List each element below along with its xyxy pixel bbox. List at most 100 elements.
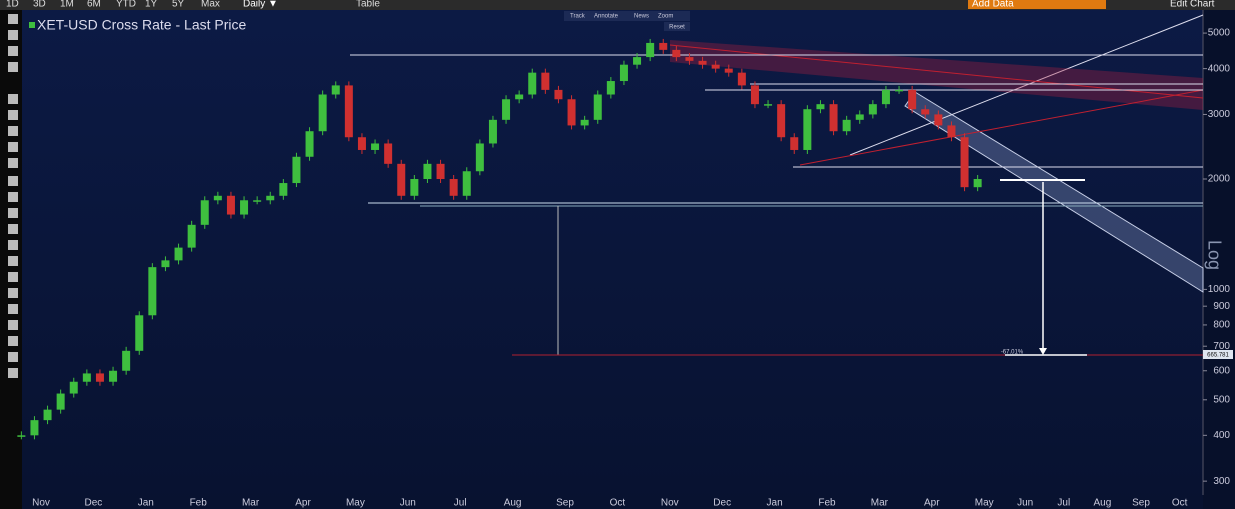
y-tick-label: 4000	[1208, 63, 1231, 74]
y-tick-label: 400	[1213, 430, 1230, 441]
candle	[331, 85, 340, 95]
candle	[502, 99, 511, 120]
period-button[interactable]: Max	[201, 0, 220, 10]
x-tick-label: May	[975, 498, 994, 509]
candle	[685, 57, 694, 61]
candle	[633, 57, 642, 65]
candle	[292, 156, 301, 184]
chart-tool[interactable]: News	[634, 14, 649, 20]
y-tick-label: 1000	[1208, 284, 1231, 295]
candle	[148, 267, 157, 316]
candle	[842, 119, 851, 132]
candle	[816, 104, 825, 110]
x-tick-label: Nov	[32, 498, 50, 509]
period-button[interactable]: 1M	[60, 0, 74, 10]
candle	[279, 183, 288, 196]
candle	[777, 104, 786, 138]
x-tick-label: Jan	[767, 498, 783, 509]
x-tick-label: Oct	[1172, 498, 1188, 509]
candle	[515, 94, 524, 100]
candle	[606, 81, 615, 95]
y-tick-label: 2000	[1208, 174, 1231, 185]
table-button[interactable]: Table	[356, 0, 380, 10]
chart-tool[interactable]: Track	[570, 14, 586, 20]
y-tick-label: 500	[1213, 394, 1230, 405]
candle	[960, 137, 969, 188]
edit-chart[interactable]: Edit Chart	[1170, 0, 1215, 10]
add-data[interactable]: Add Data	[972, 0, 1014, 10]
period-button[interactable]: 5Y	[172, 0, 185, 10]
chart-tool[interactable]: Zoom	[658, 14, 673, 20]
price-tag: 665.781	[1207, 353, 1229, 359]
candle	[672, 49, 681, 58]
x-tick-label: Jul	[1057, 498, 1070, 509]
candle	[384, 143, 393, 164]
candle	[17, 435, 26, 437]
period-button[interactable]: 1Y	[145, 0, 158, 10]
candle	[305, 131, 314, 157]
candle	[475, 143, 484, 172]
x-tick-label: Dec	[85, 498, 103, 509]
candle	[488, 119, 497, 144]
candle	[947, 125, 956, 138]
x-tick-label: Oct	[610, 498, 626, 509]
candle	[449, 179, 458, 196]
candle	[462, 171, 471, 196]
add-data-box[interactable]	[968, 0, 1106, 9]
candle	[135, 315, 144, 351]
candle	[934, 114, 943, 126]
percent-annotation: -67.01%	[1001, 350, 1024, 356]
y-tick-label: 3000	[1208, 109, 1231, 120]
candle	[554, 89, 563, 100]
y-tick-label: 800	[1213, 320, 1230, 331]
x-tick-label: Nov	[661, 498, 679, 509]
candle	[868, 104, 877, 115]
candle	[973, 179, 982, 188]
reset-button[interactable]	[664, 22, 690, 31]
candle	[109, 370, 118, 382]
chart-tool[interactable]: Annotate	[594, 14, 619, 20]
candle	[541, 72, 550, 90]
x-tick-label: Dec	[713, 498, 731, 509]
x-tick-label: Mar	[871, 498, 889, 509]
candle	[56, 393, 65, 410]
legend-swatch	[29, 22, 35, 28]
candle	[43, 409, 52, 421]
candle	[174, 247, 183, 261]
x-tick-label: Mar	[242, 498, 260, 509]
candle	[724, 68, 733, 73]
reset[interactable]: Reset	[669, 25, 685, 31]
candle	[200, 200, 209, 225]
candle	[659, 42, 668, 50]
candle	[318, 94, 327, 132]
candle	[711, 64, 720, 69]
candle	[567, 99, 576, 126]
candle	[764, 104, 773, 106]
frequency[interactable]: Daily ▼	[243, 0, 278, 10]
x-tick-label: Aug	[1094, 498, 1112, 509]
candle	[122, 350, 131, 371]
candle	[357, 137, 366, 150]
tool-icons	[8, 14, 18, 378]
candle	[528, 72, 537, 95]
period-button[interactable]: 1D	[6, 0, 19, 10]
period-button[interactable]: YTD	[116, 0, 136, 10]
candle	[698, 60, 707, 65]
candle	[803, 109, 812, 150]
candle	[908, 89, 917, 110]
period-button[interactable]: 3D	[33, 0, 46, 10]
x-tick-label: Apr	[924, 498, 940, 509]
period-button[interactable]: 6M	[87, 0, 101, 10]
y-tick-label: 700	[1213, 341, 1230, 352]
candle	[750, 85, 759, 105]
candle	[213, 195, 222, 201]
candle	[410, 179, 419, 196]
candle	[855, 114, 864, 120]
candle	[790, 137, 799, 150]
x-tick-label: Aug	[504, 498, 522, 509]
candle	[253, 200, 262, 202]
candle	[829, 104, 838, 132]
candle	[69, 381, 78, 394]
